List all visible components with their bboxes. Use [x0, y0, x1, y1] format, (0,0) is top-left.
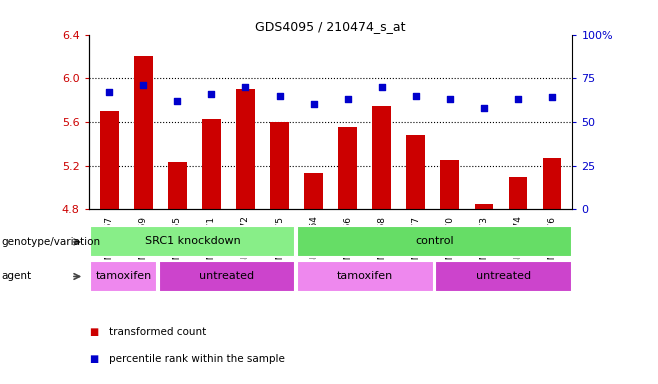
Point — [206, 91, 216, 97]
Point — [172, 98, 183, 104]
Text: tamoxifen: tamoxifen — [337, 271, 393, 281]
Point — [240, 84, 251, 90]
Bar — [407, 135, 425, 209]
Text: control: control — [415, 236, 453, 246]
Bar — [435, 261, 572, 292]
Bar — [89, 261, 157, 292]
Bar — [297, 227, 572, 257]
Point — [342, 96, 353, 102]
Bar — [440, 160, 459, 209]
Bar — [100, 111, 118, 209]
Point — [513, 96, 523, 102]
Text: tamoxifen: tamoxifen — [95, 271, 151, 281]
Bar — [89, 227, 295, 257]
Text: ■: ■ — [89, 327, 98, 337]
Point — [547, 94, 557, 101]
Text: ■: ■ — [89, 354, 98, 364]
Title: GDS4095 / 210474_s_at: GDS4095 / 210474_s_at — [255, 20, 406, 33]
Bar — [509, 177, 527, 209]
Point — [104, 89, 114, 95]
Bar — [297, 261, 434, 292]
Point — [138, 82, 149, 88]
Bar — [270, 122, 289, 209]
Bar — [372, 106, 391, 209]
Bar — [543, 158, 561, 209]
Text: genotype/variation: genotype/variation — [1, 237, 101, 247]
Point — [445, 96, 455, 102]
Bar — [202, 119, 221, 209]
Text: transformed count: transformed count — [109, 327, 206, 337]
Bar — [159, 261, 295, 292]
Text: SRC1 knockdown: SRC1 knockdown — [145, 236, 240, 246]
Point — [478, 105, 489, 111]
Text: untreated: untreated — [476, 271, 531, 281]
Bar — [134, 56, 153, 209]
Text: untreated: untreated — [199, 271, 255, 281]
Point — [376, 84, 387, 90]
Bar — [304, 173, 323, 209]
Text: agent: agent — [1, 271, 32, 281]
Bar — [474, 204, 494, 209]
Bar — [236, 89, 255, 209]
Point — [274, 93, 285, 99]
Point — [309, 101, 319, 108]
Bar — [338, 127, 357, 209]
Text: percentile rank within the sample: percentile rank within the sample — [109, 354, 284, 364]
Bar — [168, 162, 187, 209]
Point — [411, 93, 421, 99]
